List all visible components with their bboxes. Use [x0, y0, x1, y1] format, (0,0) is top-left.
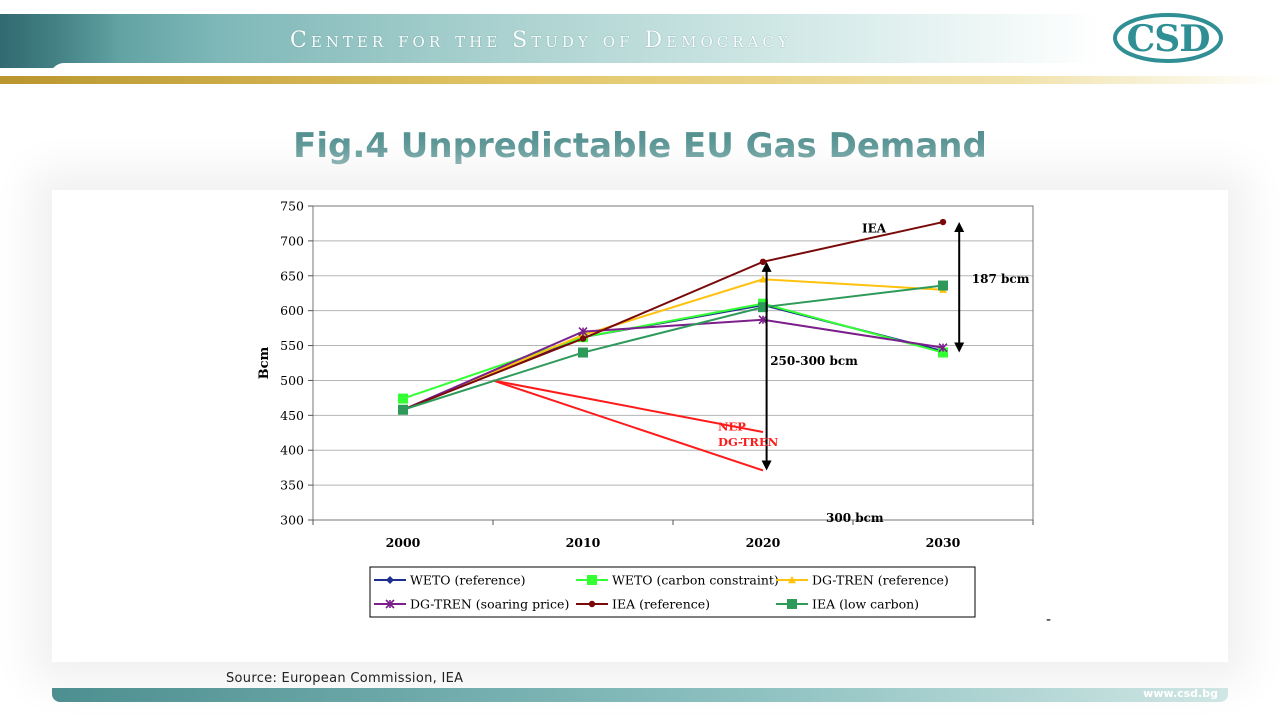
data-point — [578, 347, 588, 358]
y-tick-label: 450 — [280, 408, 304, 423]
series — [398, 280, 948, 415]
y-tick-label: 400 — [280, 443, 304, 458]
x-tick-label: 2030 — [926, 535, 961, 550]
series — [399, 218, 947, 413]
data-point — [938, 347, 948, 358]
range-arrows — [761, 222, 965, 471]
arrow-head-top — [761, 261, 772, 272]
annotation-label: NEP — [718, 420, 746, 434]
projection-lines — [492, 379, 764, 472]
legend-label: DG-TREN (soaring price) — [410, 597, 569, 612]
logo-text: CSD — [1127, 18, 1210, 60]
data-point — [938, 280, 948, 291]
stray-dash: - — [1046, 612, 1052, 628]
legend-entry: DG-TREN (soaring price) — [374, 597, 569, 612]
arrow-head-bottom — [954, 342, 965, 353]
data-point — [788, 576, 796, 584]
y-tick-label: 600 — [280, 303, 304, 318]
data-point — [587, 575, 597, 585]
data-point — [758, 302, 768, 313]
legend-label: WETO (reference) — [410, 573, 526, 588]
y-axis-label: Bcm — [257, 346, 272, 379]
chart-legend: WETO (reference) WETO (carbon constraint)… — [369, 566, 976, 618]
legend-entry: IEA (low carbon) — [776, 597, 919, 612]
series-line — [402, 221, 944, 411]
series-line — [402, 284, 944, 411]
annotation-label: 187 bcm — [972, 272, 1030, 286]
legend-entry: DG-TREN (reference) — [776, 573, 949, 588]
header-banner — [0, 14, 1100, 68]
legend-entry: WETO (reference) — [374, 573, 526, 588]
range-arrow — [954, 222, 965, 353]
data-point — [398, 393, 408, 404]
chart-axes: 750 700 650 600 550 500 450 400 350 300 2000 2010 20… — [280, 199, 1034, 550]
data-point — [939, 218, 947, 226]
x-tick-label: 2020 — [746, 535, 781, 550]
series-lines — [398, 218, 948, 415]
annotation-label: IEA — [862, 222, 887, 236]
plot-area-frame — [312, 205, 1034, 521]
footer-bar — [52, 688, 1228, 702]
data-point — [938, 343, 948, 353]
data-point — [759, 275, 767, 283]
y-tick-label: 350 — [280, 478, 304, 493]
csd-logo: CSD — [1113, 13, 1223, 63]
series — [399, 301, 947, 414]
series-line — [402, 278, 944, 411]
projection-line — [492, 379, 764, 434]
chart-grid — [313, 240, 1033, 486]
organization-name: Center for the Study of Democracy — [290, 28, 792, 53]
header-divider — [50, 63, 1280, 77]
data-point — [579, 335, 587, 342]
projection-line — [492, 379, 764, 472]
legend-label: IEA (reference) — [612, 597, 710, 612]
y-tick-label: 300 — [280, 513, 304, 528]
annotation-label: 250-300 bcm — [770, 354, 858, 368]
legend-label: WETO (carbon constraint) — [612, 573, 779, 588]
source-note: Source: European Commission, IEA — [226, 671, 464, 686]
y-tick-label: 650 — [280, 268, 304, 283]
series-line — [402, 318, 944, 411]
slide-title: Fig.4 Unpredictable EU Gas Demand — [293, 126, 987, 166]
data-point — [588, 600, 596, 608]
series-line — [402, 302, 944, 400]
series — [398, 298, 948, 404]
y-tick-label: 550 — [280, 338, 304, 353]
range-arrow — [761, 261, 772, 471]
data-point — [398, 404, 408, 415]
arrow-head-bottom — [761, 460, 772, 471]
arrow-head-top — [954, 222, 965, 233]
annotation-label: 300 bcm — [826, 511, 884, 525]
y-tick-label: 750 — [280, 199, 304, 214]
data-point — [578, 327, 588, 337]
legend-entry: IEA (reference) — [576, 597, 710, 612]
y-tick-label: 500 — [280, 373, 304, 388]
data-point — [386, 576, 394, 584]
data-point — [787, 599, 797, 609]
legend-label: IEA (low carbon) — [812, 597, 919, 612]
data-point — [759, 258, 767, 266]
legend-box — [369, 566, 976, 618]
legend-label: DG-TREN (reference) — [812, 573, 949, 588]
legend-entry: WETO (carbon constraint) — [576, 573, 779, 588]
footer-url: www.csd.bg — [1143, 687, 1218, 700]
x-tick-label: 2010 — [566, 535, 601, 550]
data-point — [385, 599, 395, 609]
header-photo-strip — [0, 14, 120, 68]
y-tick-label: 700 — [280, 233, 304, 248]
x-tick-label: 2000 — [386, 535, 421, 550]
header-gold-stripe — [0, 76, 1280, 84]
annotation-label: DG-TREN — [718, 435, 779, 449]
header: Center for the Study of Democracy CSD — [0, 0, 1280, 88]
